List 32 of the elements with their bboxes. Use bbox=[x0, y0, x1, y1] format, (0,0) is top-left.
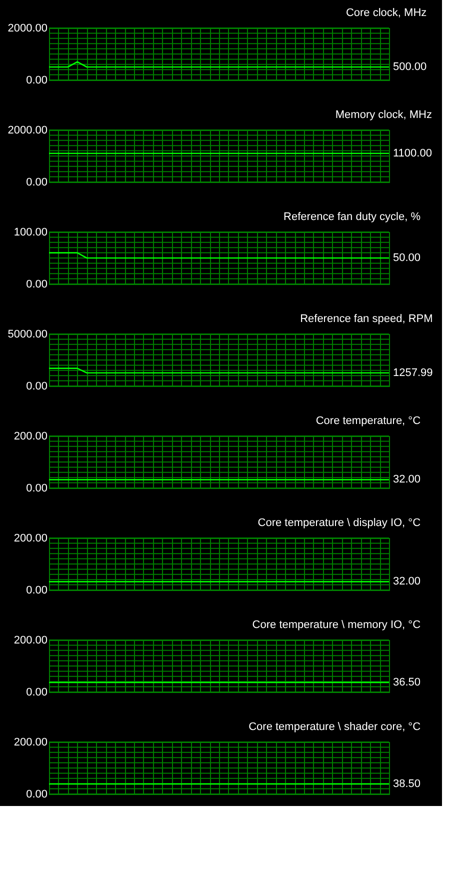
y-tick-label: 0.00 bbox=[26, 482, 48, 494]
y-tick-label: 200.00 bbox=[14, 532, 48, 544]
y-tick-label: 200.00 bbox=[14, 634, 48, 646]
chart-title: Core temperature, °C bbox=[316, 415, 421, 427]
y-tick-label: 0.00 bbox=[26, 380, 48, 392]
y-tick-label: 2000.00 bbox=[8, 124, 48, 136]
y-tick-label: 5000.00 bbox=[8, 328, 48, 340]
chart-title: Core temperature \ memory IO, °C bbox=[252, 619, 421, 631]
chart-title: Reference fan duty cycle, % bbox=[284, 211, 421, 223]
text: 38.50 bbox=[393, 778, 421, 790]
y-tick-label: 0.00 bbox=[26, 686, 48, 698]
chart-title: Core clock, MHz bbox=[346, 7, 427, 19]
y-tick-label: 0.00 bbox=[26, 278, 48, 290]
text: 32.00 bbox=[393, 576, 421, 588]
chart-title: Reference fan speed, RPM bbox=[300, 313, 433, 325]
y-tick-label: 2000.00 bbox=[8, 22, 48, 34]
text: 50.00 bbox=[393, 252, 421, 264]
y-tick-label: 0.00 bbox=[26, 74, 48, 86]
y-tick-label: 0.00 bbox=[26, 176, 48, 188]
y-tick-label: 0.00 bbox=[26, 788, 48, 800]
chart-title: Memory clock, MHz bbox=[335, 109, 432, 121]
text: 36.50 bbox=[393, 676, 421, 689]
text: 1257.99 bbox=[393, 366, 433, 379]
text: 500.00 bbox=[393, 61, 427, 73]
y-tick-label: 100.00 bbox=[14, 226, 48, 238]
y-tick-label: 200.00 bbox=[14, 430, 48, 442]
y-tick-label: 200.00 bbox=[14, 736, 48, 748]
chart-title: Core temperature \ display IO, °C bbox=[258, 517, 421, 529]
text: 1100.00 bbox=[393, 147, 432, 160]
text: 32.00 bbox=[393, 474, 421, 486]
chart-title: Core temperature \ shader core, °C bbox=[248, 721, 421, 733]
y-tick-label: 0.00 bbox=[26, 584, 48, 596]
